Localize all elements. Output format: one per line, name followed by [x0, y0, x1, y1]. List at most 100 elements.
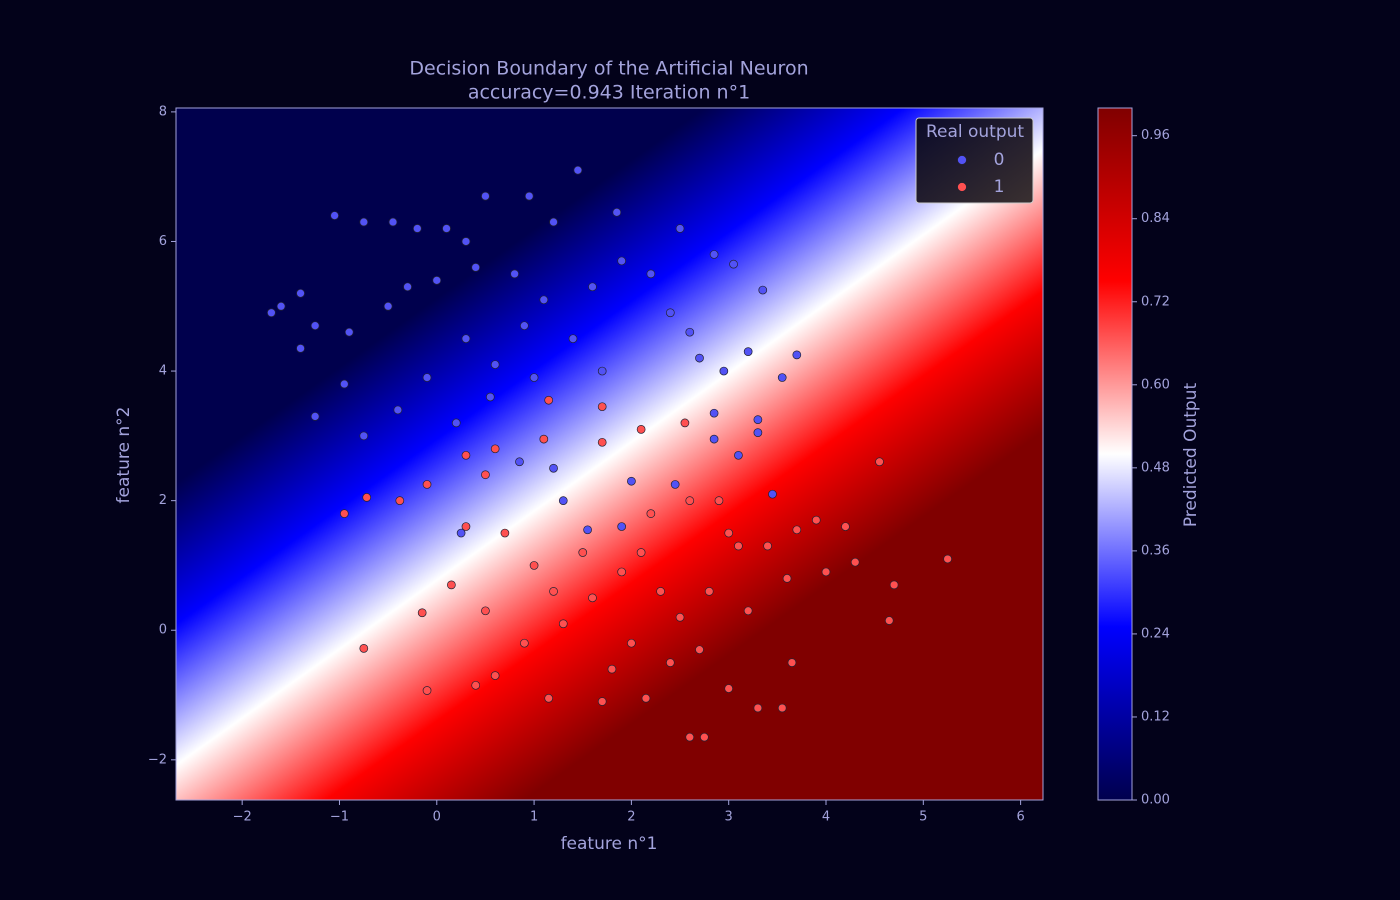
point — [943, 554, 952, 564]
point — [617, 522, 627, 531]
point — [763, 541, 772, 551]
point — [588, 593, 597, 603]
legend-marker — [957, 155, 967, 165]
y-tick-label: 2 — [159, 493, 167, 508]
x-tick-label: 4 — [822, 810, 830, 825]
point — [422, 686, 432, 695]
point — [344, 327, 354, 337]
point — [777, 373, 787, 382]
legend: Real output 0 1 — [915, 117, 1034, 204]
legend-title: Real output — [926, 122, 1024, 142]
point — [339, 379, 349, 389]
point — [456, 528, 466, 538]
point — [792, 350, 802, 360]
colorbar-tick-label: 0.00 — [1141, 793, 1170, 808]
point — [520, 638, 529, 648]
point — [267, 308, 276, 318]
point — [422, 373, 432, 382]
point — [884, 616, 894, 625]
colorbar-tick-label: 0.36 — [1141, 543, 1170, 558]
point — [627, 638, 636, 648]
point — [656, 587, 665, 596]
point — [753, 415, 763, 425]
point — [549, 217, 558, 227]
colorbar-tick-label: 0.24 — [1141, 626, 1170, 641]
colorbar-tick-label: 0.60 — [1141, 377, 1170, 392]
x-tick-label: −1 — [330, 810, 349, 825]
y-tick-label: 0 — [159, 623, 167, 638]
point — [612, 207, 622, 217]
legend-label: 1 — [994, 177, 1005, 197]
point — [461, 450, 471, 460]
point — [889, 580, 899, 590]
point — [558, 496, 568, 506]
point — [670, 480, 680, 489]
plot-frame — [175, 107, 1044, 801]
point — [359, 431, 369, 441]
point — [709, 408, 719, 418]
points — [267, 165, 952, 742]
point — [597, 402, 607, 412]
point — [695, 353, 704, 363]
point — [787, 658, 797, 667]
point — [641, 693, 651, 703]
point — [510, 269, 519, 279]
y-tick-label: 8 — [159, 104, 167, 119]
point — [515, 457, 524, 467]
point — [850, 557, 860, 567]
point — [709, 250, 719, 259]
point — [481, 191, 490, 201]
point — [422, 480, 432, 489]
point — [729, 259, 738, 269]
point — [597, 697, 607, 706]
point — [588, 282, 597, 292]
point — [583, 525, 592, 535]
point — [578, 548, 588, 557]
point — [461, 334, 471, 344]
point — [417, 608, 427, 618]
point — [490, 671, 500, 680]
point — [597, 437, 607, 447]
point — [675, 224, 685, 233]
point — [362, 493, 372, 502]
point — [743, 606, 753, 616]
x-tick-label: 5 — [919, 810, 927, 825]
point — [310, 321, 320, 331]
point — [549, 587, 558, 596]
point — [597, 366, 607, 376]
legend-box — [915, 117, 1034, 204]
point — [395, 496, 405, 506]
point — [544, 693, 554, 703]
point — [485, 392, 495, 402]
point — [490, 360, 500, 369]
point — [695, 645, 704, 655]
point — [529, 373, 539, 382]
x-tick-label: 6 — [1016, 810, 1024, 825]
point — [617, 567, 627, 577]
point — [558, 619, 568, 629]
point — [539, 295, 549, 305]
point — [524, 191, 534, 201]
colorbar-tick-label: 0.96 — [1141, 128, 1170, 143]
point — [296, 344, 305, 353]
colorbar-tick-label: 0.48 — [1141, 460, 1170, 475]
point — [539, 434, 549, 444]
point — [359, 217, 369, 227]
point — [500, 528, 510, 538]
point — [811, 515, 821, 525]
point — [520, 321, 529, 331]
point — [627, 476, 636, 486]
point — [383, 301, 393, 311]
point — [490, 444, 500, 454]
point — [442, 224, 451, 233]
x-tick-label: 2 — [627, 810, 635, 825]
point — [646, 269, 656, 279]
point — [471, 680, 481, 690]
x-tick-label: −2 — [233, 810, 252, 825]
point — [617, 256, 627, 266]
point — [782, 574, 792, 583]
point — [481, 606, 490, 616]
decision-surface — [176, 108, 1043, 800]
legend-label: 0 — [994, 150, 1005, 170]
